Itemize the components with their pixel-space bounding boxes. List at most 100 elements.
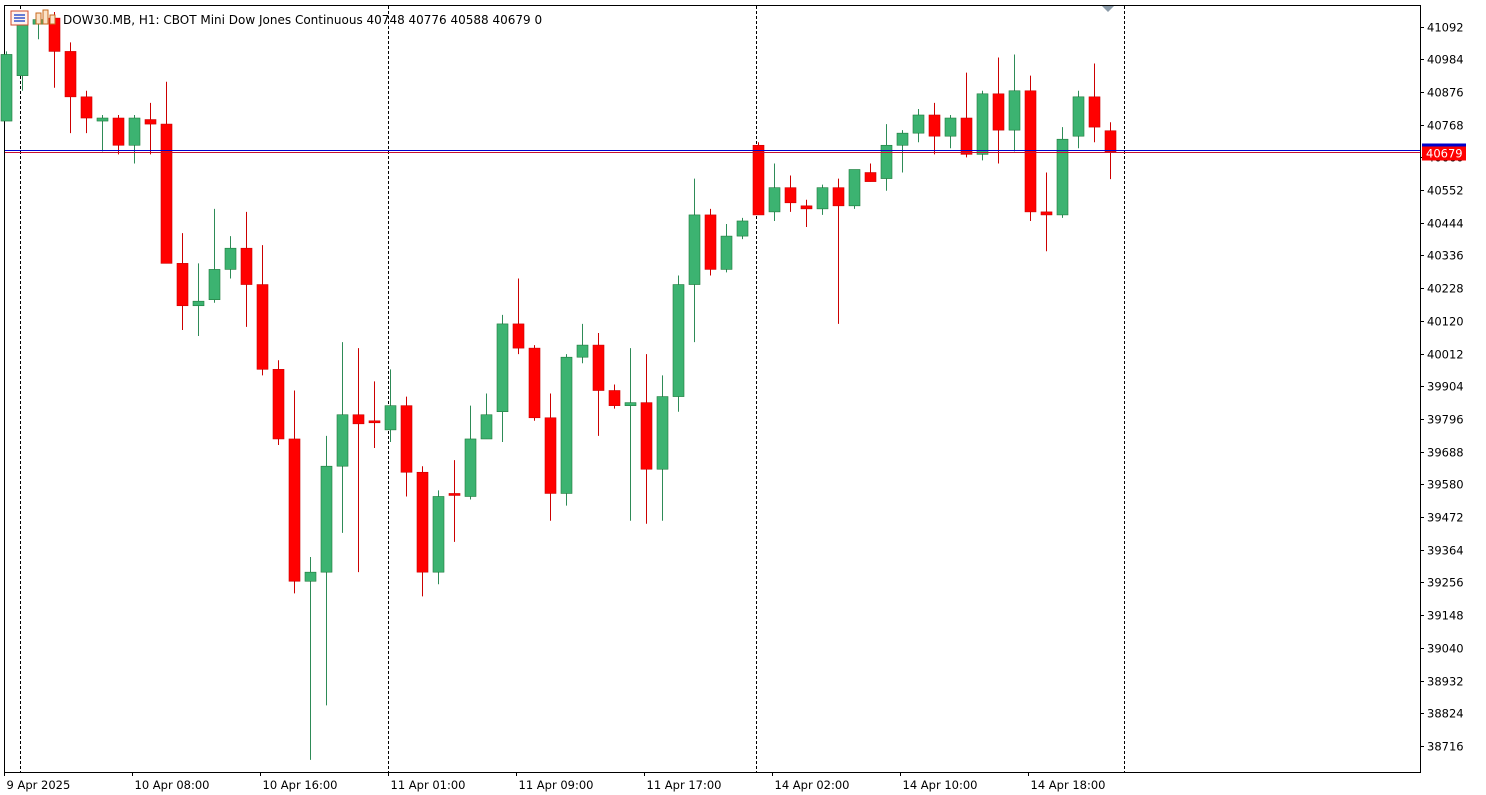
plot-frame	[4, 5, 1421, 773]
candle	[736, 217, 749, 240]
candle-body-bear	[400, 405, 413, 473]
y-tick-label: 40012	[1427, 348, 1464, 362]
candle	[352, 348, 365, 573]
y-tick-label: 40768	[1427, 119, 1464, 133]
x-tick-label: 10 Apr 08:00	[135, 778, 210, 792]
candle	[816, 184, 829, 215]
candle	[96, 114, 109, 152]
candle-body-bull	[96, 117, 109, 122]
candle	[400, 396, 413, 497]
candle	[800, 199, 813, 228]
candle	[240, 211, 253, 327]
candle-body-bull	[1072, 96, 1085, 137]
candle	[1008, 54, 1021, 152]
candle-body-bear	[640, 402, 653, 470]
candle-body-bear	[1104, 130, 1117, 152]
price-tag-bg	[1422, 146, 1466, 161]
candle	[560, 354, 573, 506]
candle	[640, 354, 653, 524]
y-tick-label: 39148	[1427, 609, 1464, 623]
chart-menu-icon[interactable]	[10, 10, 29, 26]
candle	[384, 369, 397, 442]
candle-body-bear	[80, 96, 93, 119]
candle	[864, 163, 877, 182]
chart-shift-marker-icon[interactable]	[1102, 6, 1114, 12]
candle	[656, 375, 669, 521]
candle	[192, 263, 205, 337]
candle	[496, 314, 509, 442]
candle	[256, 245, 269, 376]
candle	[320, 435, 333, 706]
candle	[288, 390, 301, 594]
candle-body-bull	[560, 356, 573, 494]
candle	[912, 108, 925, 143]
candle-body-bull	[384, 405, 397, 431]
candle-body-bull	[816, 187, 829, 210]
candle	[144, 102, 157, 155]
candle-body-bear	[800, 205, 813, 210]
candle	[1072, 90, 1085, 149]
candle-body-bear	[704, 214, 717, 270]
chart-header-text: DOW30.MB, H1: CBOT Mini Dow Jones Contin…	[63, 13, 542, 27]
y-tick-label: 39472	[1427, 511, 1464, 525]
candle-body-bull	[208, 269, 221, 300]
candle	[80, 90, 93, 134]
candle	[896, 130, 909, 173]
candle	[960, 72, 973, 158]
time-axis[interactable]: 9 Apr 2025 10 Apr 08:00 10 Apr 16:00 11 Apr…	[4, 772, 1106, 792]
candle-body-bull	[1008, 90, 1021, 131]
x-tick-label: 14 Apr 02:00	[775, 778, 850, 792]
candle-body-bull	[0, 54, 13, 122]
candle-body-bull	[880, 144, 893, 179]
candle-body-bear	[1088, 96, 1101, 128]
candle	[1088, 63, 1101, 143]
y-tick-label: 39688	[1427, 446, 1464, 460]
candle	[624, 348, 637, 521]
candle-body-bull	[944, 117, 957, 137]
candle-body-bear	[592, 344, 605, 391]
candle-body-bull	[224, 247, 237, 270]
y-tick-label: 40552	[1427, 184, 1464, 198]
candle-body-bull	[768, 187, 781, 213]
x-tick-label: 10 Apr 16:00	[263, 778, 338, 792]
candle-body-bear	[1024, 90, 1037, 213]
candle-body-bull	[16, 23, 29, 76]
candle-body-bear	[544, 417, 557, 494]
price-axis[interactable]: 4109240984408764076840660405524044440336…	[1420, 21, 1464, 754]
candle-body-bear	[832, 187, 845, 207]
candle-body-bear	[608, 390, 621, 406]
y-tick-label: 38932	[1427, 675, 1464, 689]
candle-body-bear	[272, 369, 285, 440]
candle	[512, 278, 525, 355]
candle	[928, 102, 941, 155]
candle-body-bear	[992, 93, 1005, 131]
y-tick-label: 39040	[1427, 642, 1464, 656]
candle	[0, 51, 13, 122]
candle-body-bull	[672, 284, 685, 397]
candle-body-bull	[432, 496, 445, 573]
candle	[64, 42, 77, 134]
candle	[128, 114, 141, 164]
x-tick-label: 9 Apr 2025	[7, 778, 71, 792]
price-tag-label: 40679	[1426, 147, 1463, 161]
candle-body-bull	[896, 132, 909, 146]
y-tick-label: 40336	[1427, 249, 1464, 263]
y-tick-label: 39904	[1427, 380, 1464, 394]
candle	[752, 142, 765, 216]
candle-body-bear	[528, 347, 541, 419]
x-tick-label: 14 Apr 18:00	[1031, 778, 1106, 792]
y-tick-label: 39796	[1427, 413, 1464, 427]
candle	[768, 163, 781, 221]
candle-body-bear	[64, 51, 77, 98]
candle	[432, 490, 445, 585]
y-tick-label: 38824	[1427, 707, 1464, 721]
candle-body-bull	[480, 414, 493, 440]
y-tick-label: 39580	[1427, 478, 1464, 492]
candle	[592, 332, 605, 436]
chart-bars-icon[interactable]	[35, 9, 56, 25]
candle	[416, 466, 429, 597]
candle-body-bull	[320, 465, 333, 573]
candle-body-bull	[1056, 138, 1069, 216]
candle	[224, 236, 237, 279]
